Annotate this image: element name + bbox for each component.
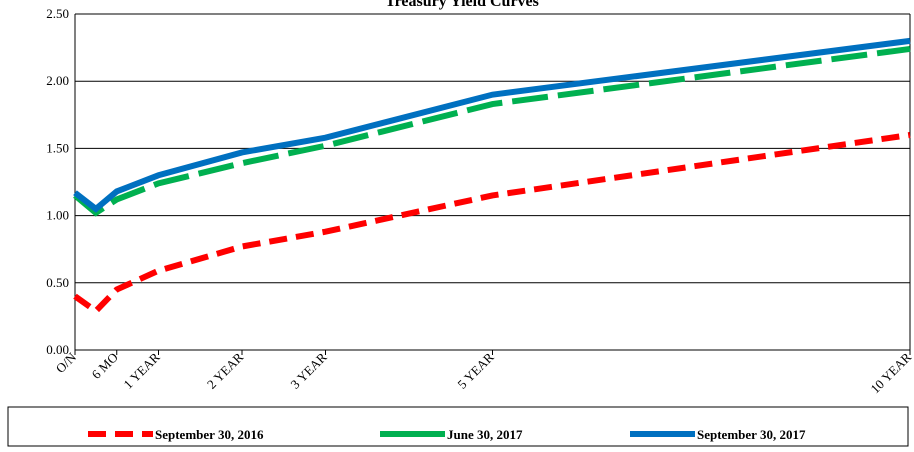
x-tick-label: 6 MO: [89, 350, 121, 382]
x-tick-label: 2 YEAR: [204, 349, 246, 391]
legend-label: September 30, 2016: [155, 427, 264, 442]
y-tick-label: 0.00: [46, 342, 69, 357]
legend-label: June 30, 2017: [447, 427, 523, 442]
series-line: [73, 131, 911, 315]
x-tick-label: 3 YEAR: [287, 349, 329, 391]
y-tick-label: 0.50: [46, 275, 69, 290]
x-tick-label: 5 YEAR: [454, 349, 496, 391]
y-tick-label: 1.50: [46, 140, 69, 155]
series-line: [73, 45, 911, 217]
y-tick-label: 2.50: [46, 6, 69, 21]
series-line: [73, 37, 911, 213]
y-tick-label: 1.00: [46, 208, 69, 223]
chart-title: Treasury Yield Curves: [385, 0, 539, 10]
legend-label: September 30, 2017: [697, 427, 806, 442]
x-tick-label: 1 YEAR: [120, 349, 162, 391]
x-tick-label: 10 YEAR: [867, 349, 914, 396]
legend-box: [7, 406, 909, 447]
y-tick-label: 2.00: [46, 73, 69, 88]
